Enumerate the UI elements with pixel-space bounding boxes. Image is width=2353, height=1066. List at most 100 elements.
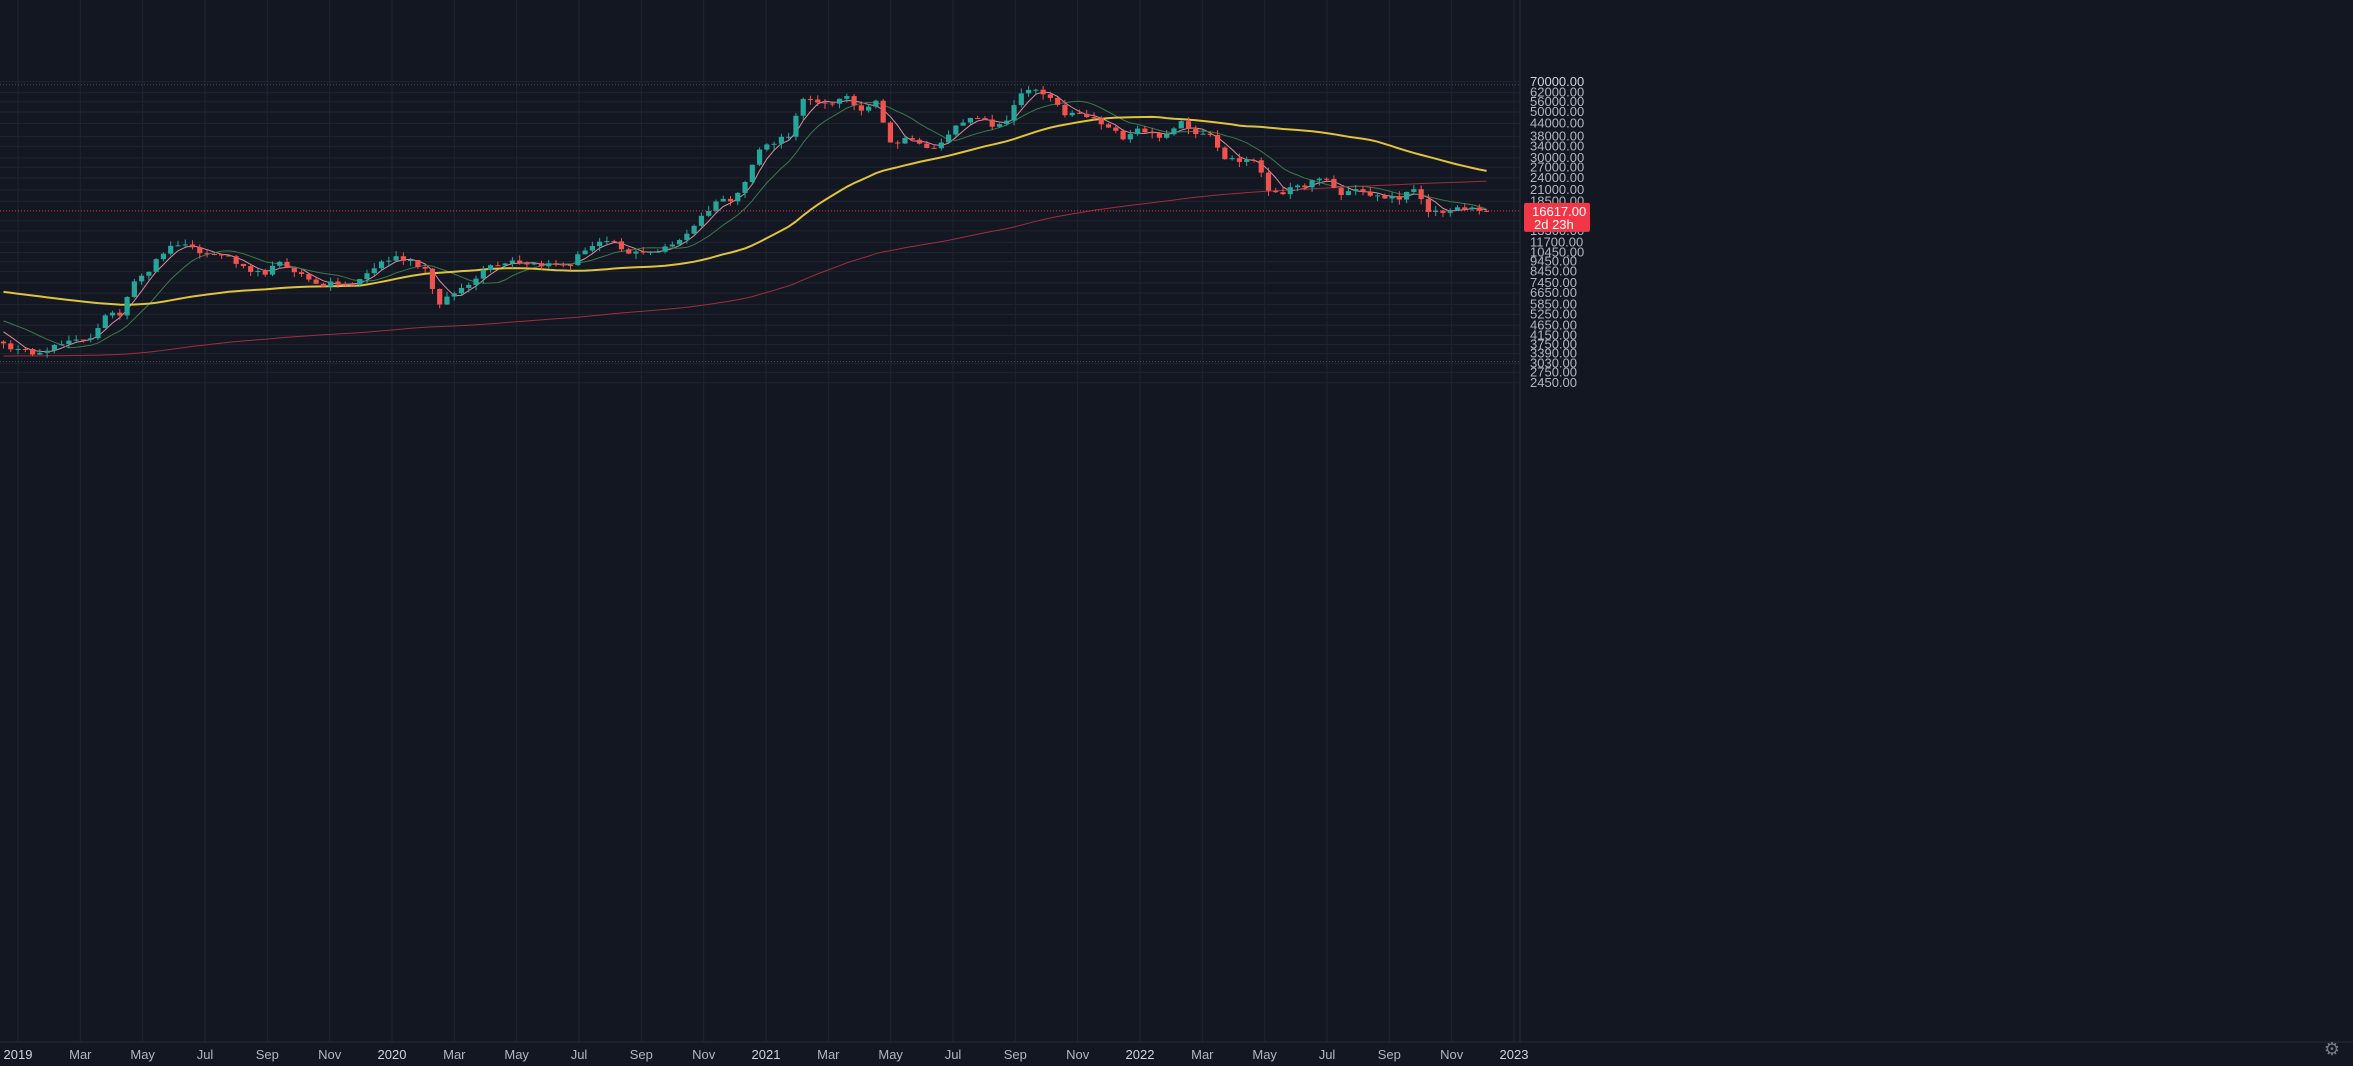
candle <box>618 238 625 252</box>
candle-body <box>146 271 152 276</box>
candle-body <box>851 96 857 106</box>
candle <box>1244 156 1250 166</box>
candle <box>560 262 566 268</box>
candle-body <box>611 241 617 243</box>
candle <box>1222 146 1228 160</box>
candle <box>8 340 14 353</box>
candle <box>749 164 755 185</box>
y-tick-label: 6650.00 <box>1530 285 1577 300</box>
candle <box>1142 125 1148 134</box>
candle-body <box>1469 207 1475 210</box>
candle-body <box>248 266 254 272</box>
candle-body <box>560 264 566 266</box>
candle <box>386 256 392 267</box>
candle-body <box>451 293 457 297</box>
candle-body <box>1091 117 1097 119</box>
candle <box>226 255 232 257</box>
candle-body <box>349 284 356 286</box>
candle-body <box>517 260 523 264</box>
candle <box>102 313 108 329</box>
candle <box>873 99 879 109</box>
grid-lines <box>0 0 2353 1043</box>
candle-body <box>582 250 588 255</box>
candle-body <box>175 245 181 247</box>
candle <box>509 256 515 269</box>
gear-icon[interactable]: ⚙ <box>2323 1039 2341 1059</box>
price-axis[interactable]: 70000.0062000.0056000.0050000.0044000.00… <box>1530 74 1584 390</box>
time-axis[interactable]: 2019 Mar May Jul Sep Nov 2020 Mar May Jul Sep Nov 20… <box>4 1047 1529 1062</box>
candle <box>313 276 319 284</box>
candle-body <box>168 245 174 254</box>
candle-body <box>1338 187 1344 196</box>
candle <box>1149 127 1155 139</box>
candle <box>233 254 239 268</box>
candle-body <box>306 273 312 280</box>
candle <box>248 263 254 277</box>
candle-body <box>66 340 72 345</box>
candle-body <box>829 103 835 105</box>
candle <box>73 335 79 342</box>
candle-body <box>647 251 654 253</box>
candle-body <box>73 339 79 341</box>
candle-body <box>1396 195 1402 200</box>
candle <box>633 249 639 260</box>
candle-body <box>1185 121 1192 129</box>
candle <box>720 195 726 202</box>
candle-body <box>1149 132 1155 134</box>
x-tick-label: 2022 <box>1126 1047 1155 1062</box>
candle-body <box>487 265 494 270</box>
candle-body <box>1171 128 1177 135</box>
candle <box>480 265 486 284</box>
candle <box>684 229 690 244</box>
y-tick-label: 11700.00 <box>1530 234 1583 249</box>
candle <box>742 180 748 199</box>
candle <box>844 93 850 103</box>
candle <box>1462 203 1468 212</box>
candle-body <box>219 254 225 256</box>
candle <box>1120 128 1126 141</box>
candle-body <box>59 344 65 346</box>
candle-body <box>1353 189 1359 192</box>
candle-body <box>844 96 850 99</box>
candle <box>677 238 683 245</box>
candle <box>139 273 145 286</box>
candle <box>989 114 995 130</box>
candle-body <box>197 247 203 254</box>
candle <box>1316 177 1322 186</box>
candle <box>458 283 465 296</box>
candle <box>466 282 472 293</box>
x-tick-label: Sep <box>1004 1047 1027 1062</box>
candle <box>1353 185 1359 196</box>
candle-body <box>1294 185 1301 188</box>
candle <box>626 247 632 255</box>
candle-body <box>1193 128 1199 135</box>
candle-body <box>1265 172 1272 191</box>
candle-body <box>669 244 675 247</box>
candle <box>938 138 944 151</box>
candle-body <box>1127 134 1133 140</box>
x-tick-label: Nov <box>1066 1047 1090 1062</box>
candle <box>1476 204 1482 215</box>
candle-body <box>240 263 247 267</box>
candle-body <box>1098 118 1104 125</box>
candle-body <box>153 259 159 272</box>
candle-body <box>393 256 399 261</box>
candle <box>611 239 617 243</box>
candle <box>982 115 988 121</box>
candle-body <box>524 263 530 265</box>
candle <box>1207 131 1213 137</box>
candle-body <box>1345 191 1352 196</box>
candle-body <box>335 281 341 285</box>
candle <box>204 250 210 258</box>
candle <box>1309 179 1315 192</box>
candle-body <box>1033 89 1039 91</box>
candle <box>538 260 545 270</box>
x-tick-label: Jul <box>1319 1047 1336 1062</box>
candle-body <box>1062 104 1068 116</box>
candle <box>219 253 225 260</box>
candle <box>1280 187 1286 196</box>
candle <box>851 94 857 111</box>
candle <box>146 271 152 281</box>
